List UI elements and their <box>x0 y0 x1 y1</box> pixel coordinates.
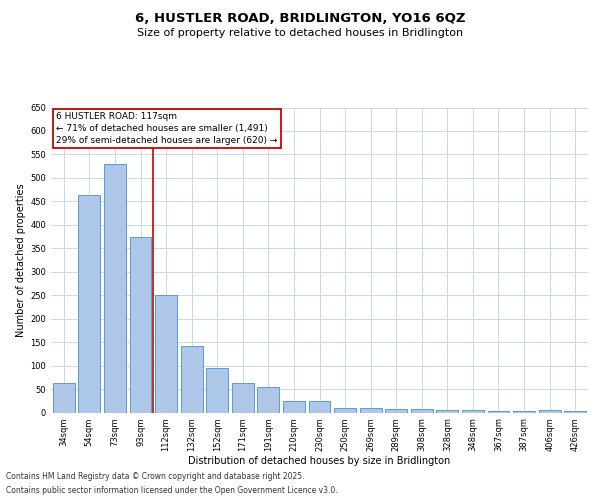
Text: Contains public sector information licensed under the Open Government Licence v3: Contains public sector information licen… <box>6 486 338 495</box>
Text: 6 HUSTLER ROAD: 117sqm
← 71% of detached houses are smaller (1,491)
29% of semi-: 6 HUSTLER ROAD: 117sqm ← 71% of detached… <box>56 112 278 144</box>
Bar <box>334 408 356 412</box>
Bar <box>488 410 509 412</box>
Bar <box>565 411 586 412</box>
Bar <box>385 409 407 412</box>
Bar <box>79 195 100 412</box>
Text: 6, HUSTLER ROAD, BRIDLINGTON, YO16 6QZ: 6, HUSTLER ROAD, BRIDLINGTON, YO16 6QZ <box>135 12 465 26</box>
Bar <box>360 408 382 412</box>
Bar <box>104 164 126 412</box>
Bar <box>539 410 560 412</box>
X-axis label: Distribution of detached houses by size in Bridlington: Distribution of detached houses by size … <box>188 456 451 466</box>
Bar <box>155 295 177 412</box>
Bar <box>181 346 203 412</box>
Bar <box>308 401 331 412</box>
Bar <box>436 410 458 412</box>
Bar <box>462 410 484 412</box>
Bar <box>283 401 305 412</box>
Bar <box>53 384 74 412</box>
Bar <box>411 409 433 412</box>
Text: Contains HM Land Registry data © Crown copyright and database right 2025.: Contains HM Land Registry data © Crown c… <box>6 472 305 481</box>
Text: Size of property relative to detached houses in Bridlington: Size of property relative to detached ho… <box>137 28 463 38</box>
Bar <box>232 384 254 412</box>
Y-axis label: Number of detached properties: Number of detached properties <box>16 183 26 337</box>
Bar <box>257 386 279 412</box>
Bar <box>130 236 151 412</box>
Bar <box>513 410 535 412</box>
Bar <box>206 368 228 412</box>
